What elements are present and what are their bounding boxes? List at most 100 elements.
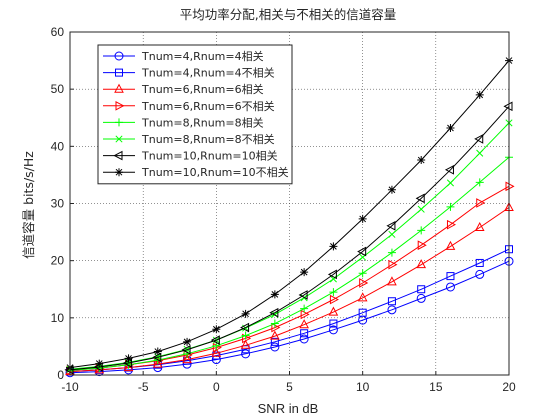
data-point [475, 178, 484, 187]
series-line [69, 156, 510, 371]
series-group [64, 56, 515, 378]
data-point [240, 322, 250, 333]
data-point [242, 333, 252, 344]
data-point [446, 124, 455, 133]
data-point [445, 240, 456, 250]
data-point [241, 309, 250, 318]
data-point [329, 242, 338, 251]
data-point [358, 308, 367, 317]
data-point [269, 307, 279, 318]
data-point [300, 329, 309, 338]
data-point [387, 305, 397, 315]
data-point [270, 319, 279, 328]
legend-box [97, 44, 293, 185]
legend-marker [115, 135, 123, 143]
data-point [152, 352, 162, 363]
data-point [270, 337, 279, 346]
series-line [69, 105, 510, 371]
data-point [387, 297, 396, 306]
x-tick-label: 20 [502, 380, 516, 394]
data-point [475, 258, 484, 267]
data-point [299, 319, 309, 329]
data-point [240, 339, 251, 349]
legend-label: Tnum=4,Rnum=4不相关 [141, 66, 275, 80]
data-point [300, 304, 309, 313]
y-tick-label: 60 [51, 25, 65, 39]
data-point [327, 269, 337, 280]
y-tick-label: 30 [51, 197, 65, 211]
data-point [387, 248, 396, 257]
data-point [211, 347, 222, 357]
data-point [445, 282, 455, 292]
data-point [388, 259, 398, 270]
data-point [328, 306, 339, 316]
series-line [69, 60, 510, 369]
legend-label: Tnum=10,Rnum=10不相关 [141, 165, 289, 179]
data-point [446, 179, 455, 187]
data-point [444, 164, 454, 175]
data-point [270, 330, 280, 340]
legend-marker [114, 51, 124, 61]
data-point [300, 309, 310, 320]
legend-label: Tnum=6,Rnum=6相关 [141, 82, 264, 96]
data-point [357, 246, 367, 257]
data-point [446, 202, 455, 211]
legend-item: Tnum=6,Rnum=6不相关 [103, 99, 275, 113]
data-point [329, 294, 339, 305]
data-point [446, 272, 455, 281]
legend-marker [115, 118, 123, 127]
data-point [446, 219, 457, 230]
data-point [241, 331, 250, 340]
series-line [69, 207, 510, 373]
data-point [183, 337, 192, 346]
x-axis-label: SNR in dB [258, 401, 319, 416]
legend-marker [114, 83, 124, 93]
series-line [69, 260, 510, 374]
data-point [300, 268, 309, 277]
data-point [474, 134, 484, 144]
data-point [476, 198, 486, 208]
data-point [417, 156, 426, 165]
data-point [388, 230, 396, 238]
data-point [298, 290, 308, 300]
x-tick-label: -10 [61, 380, 79, 394]
data-point [503, 101, 513, 112]
data-point [358, 269, 367, 278]
legend-label: Tnum=10,Rnum=10相关 [141, 149, 278, 163]
chart-title: 平均功率分配,相关与不相关的信道容量 [180, 7, 396, 22]
data-point [386, 220, 396, 231]
y-tick-label: 10 [51, 311, 65, 325]
data-point [415, 193, 425, 204]
data-point [95, 359, 104, 368]
data-point [357, 292, 368, 302]
data-point [329, 319, 338, 328]
data-point [475, 269, 485, 279]
legend-marker [115, 100, 125, 111]
data-point [210, 335, 220, 345]
data-point [212, 341, 221, 350]
x-tick-label: 0 [213, 380, 220, 394]
data-point [181, 345, 191, 355]
data-point [417, 226, 426, 235]
data-point [417, 205, 425, 213]
legend-label: Tnum=8,Rnum=8相关 [141, 115, 264, 129]
data-point [387, 185, 396, 194]
data-point [241, 349, 251, 359]
legend-label: Tnum=6,Rnum=6不相关 [141, 99, 275, 113]
x-tick-label: 15 [429, 380, 443, 394]
data-point [124, 354, 133, 363]
data-point [416, 293, 426, 303]
ticks: -10 -5 0 5 10 15 20 0 10 20 30 40 50 60 [51, 25, 516, 394]
data-point [270, 290, 279, 299]
legend-marker [115, 68, 123, 77]
data-point [328, 325, 338, 335]
data-point [299, 334, 309, 344]
legend-item: Tnum=4,Rnum=4不相关 [103, 66, 275, 80]
data-point [474, 221, 485, 232]
legend-item: Tnum=8,Rnum=8相关 [103, 115, 264, 129]
series-line [69, 122, 510, 370]
legend: Tnum=4,Rnum=4相关 Tnum=4,Rnum=4不相关 Tnum=6,Rn… [97, 44, 293, 185]
legend-item: Tnum=6,Rnum=6相关 [103, 82, 264, 96]
legend-label: Tnum=8,Rnum=8不相关 [141, 132, 275, 146]
